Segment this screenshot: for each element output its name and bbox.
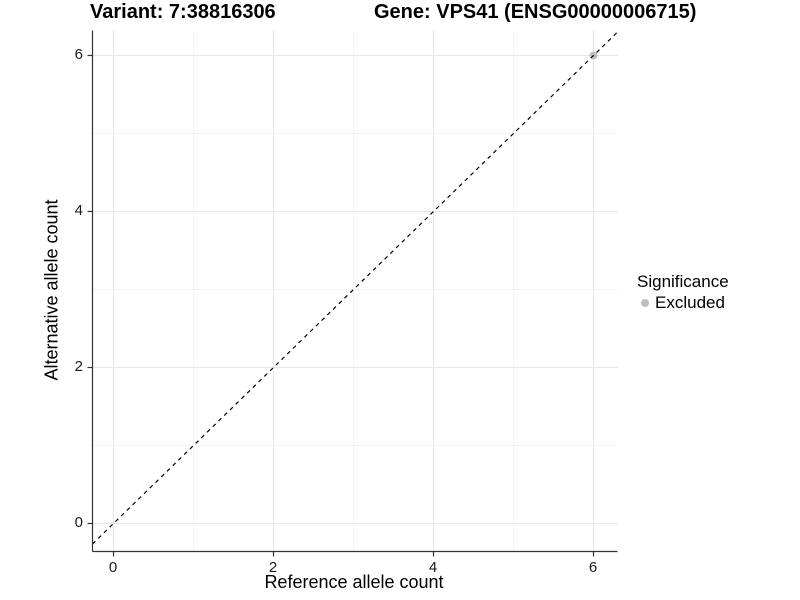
plot-title-variant: Variant: 7:38816306 [90,1,276,23]
legend-title: Significance [637,272,729,291]
plot-title-gene: Gene: VPS41 (ENSG00000006715) [374,1,697,23]
legend-item-excluded: Excluded [637,293,729,313]
identity-dashed-line [92,31,618,545]
x-tick-label: 2 [268,559,278,576]
legend-item-label: Excluded [655,293,725,312]
y-tick-label: 4 [74,202,83,220]
x-axis-title: Reference allele count [264,572,444,592]
x-tick-label: 6 [588,559,598,576]
x-tick-label: 4 [428,559,438,576]
y-tick-label: 0 [74,514,83,532]
y-tick-label: 2 [74,358,83,376]
legend: Significance Excluded [637,271,729,313]
x-tick-label: 0 [108,559,118,576]
excluded-point-icon [641,299,649,307]
y-tick-label: 6 [74,46,83,64]
y-axis-title: Alternative allele count [41,199,62,381]
